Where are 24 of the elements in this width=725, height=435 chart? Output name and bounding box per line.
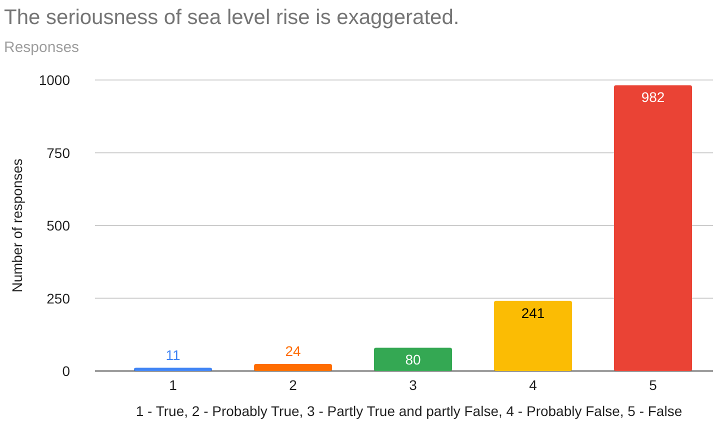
bar <box>614 85 692 371</box>
y-tick-label: 500 <box>46 218 70 234</box>
x-tick-label: 5 <box>649 377 658 393</box>
x-tick-label: 3 <box>409 377 418 393</box>
bar <box>254 364 332 371</box>
x-axis-title: 1 - True, 2 - Probably True, 3 - Partly True and partly False, 4 - Probably False, 5 - False <box>136 403 682 419</box>
data-label: 80 <box>405 352 421 368</box>
data-label: 241 <box>521 304 545 321</box>
x-tick-label: 1 <box>169 377 178 393</box>
y-tick-label: 750 <box>46 144 70 161</box>
y-tick-label: 250 <box>46 290 70 306</box>
x-tick-label: 2 <box>289 377 298 393</box>
data-label: 982 <box>641 89 665 106</box>
x-tick-label: 4 <box>529 377 538 393</box>
bar <box>134 368 212 371</box>
bar <box>494 300 572 371</box>
data-label: 11 <box>166 346 180 363</box>
chart-subtitle: Responses <box>4 39 80 56</box>
y-tick-label: 1000 <box>38 72 70 88</box>
data-label: 24 <box>285 343 301 360</box>
y-axis-title: Number of responses <box>9 158 25 292</box>
y-tick-label: 0 <box>62 363 70 379</box>
chart-title: The seriousness of sea level rise is exaggerated. <box>4 6 460 29</box>
bar <box>374 348 452 371</box>
